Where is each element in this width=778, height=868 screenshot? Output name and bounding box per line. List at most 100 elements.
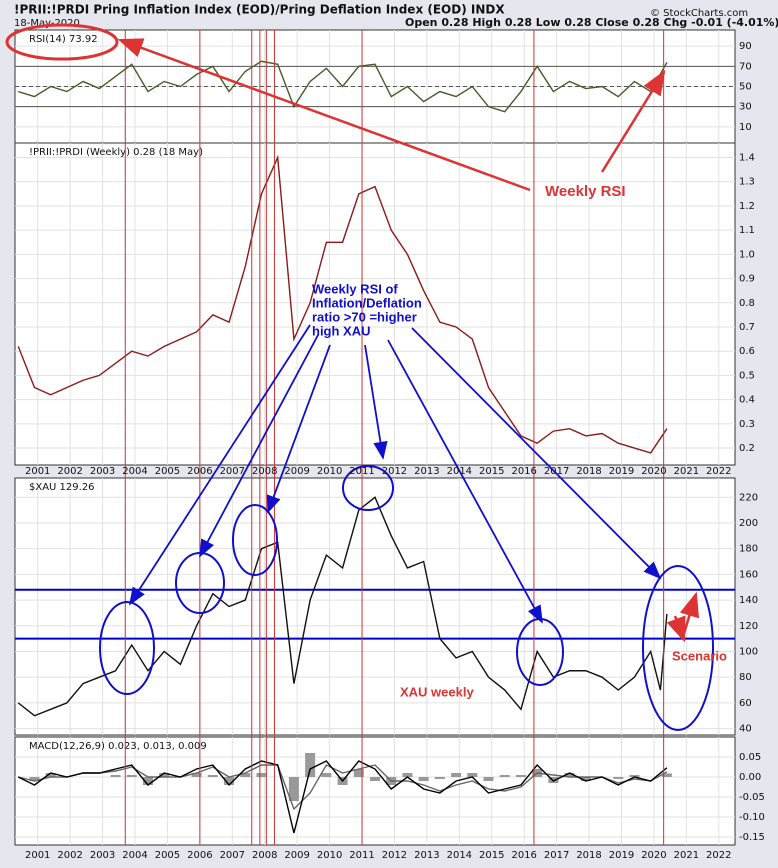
y-tick-label: 90 [739,41,752,52]
x-tick-label: 2012 [382,850,407,861]
histogram-bar [629,775,640,777]
annotation: ratio >70 =higher [312,309,417,324]
histogram-bar [370,777,380,781]
histogram-bar [191,773,202,777]
x-tick-label: 2012 [382,466,407,477]
panel-label: !PRII:!PRDI (Weekly) 0.28 (18 May) [29,147,203,158]
y-tick-label: 0.6 [739,346,755,357]
x-tick-label: 2010 [317,850,342,861]
series-line [18,60,668,113]
x-tick-label: 2008 [252,466,277,477]
y-tick-label: 0.5 [739,370,755,381]
y-tick-label: 80 [739,672,752,683]
histogram-bar [207,775,218,777]
histogram-bar [288,777,299,801]
y-tick-label: 0.3 [739,419,755,430]
histogram-bar [159,773,170,777]
x-tick-label: 2011 [349,466,374,477]
x-tick-label: 2002 [57,466,82,477]
y-tick-label: 1.0 [739,249,755,260]
x-tick-label: 2006 [187,850,212,861]
x-tick-label: 2022 [706,850,731,861]
histogram-bar [305,753,316,777]
header-quote: Open 0.28 High 0.28 Low 0.28 Close 0.28 … [405,16,778,29]
y-tick-label: 100 [739,646,758,657]
x-tick-label: 2015 [479,466,504,477]
x-tick-label: 2005 [155,466,180,477]
x-tick-label: 2007 [220,850,245,861]
y-tick-label: 200 [739,518,758,529]
annotation: XAU weekly [400,684,474,699]
annotation: Weekly RSI of [312,281,398,296]
panel-label: RSI(14) 73.92 [29,34,98,45]
y-tick-label: 120 [739,621,758,632]
x-tick-label: 2009 [284,466,309,477]
histogram-bar [451,773,462,777]
y-tick-label: 0.7 [739,322,755,333]
y-tick-label: 180 [739,544,758,555]
y-tick-label: 160 [739,569,758,580]
y-tick-label: -0.10 [739,812,765,823]
annotations: Weekly RSI Weekly RSI of Inflation/Defla… [5,23,727,731]
annotation: Weekly RSI [545,183,626,200]
arrow [387,339,543,624]
histogram-bar [110,775,121,777]
x-tick-label: 2011 [349,850,374,861]
y-tick-label: 1.3 [739,177,755,188]
arrow [411,327,662,580]
header-title: !PRII:!PRDI Pring Inflation Index (EOD)/… [14,3,505,17]
x-tick-label: 2018 [576,466,601,477]
y-tick-label: 1.1 [739,225,755,236]
arrow [266,344,331,514]
y-tick-label: 0.00 [739,772,761,783]
x-tick-label: 2008 [252,850,277,861]
copyright: © StockCharts.com [650,8,748,19]
histogram-bar [613,777,624,779]
x-tick-label: 2009 [284,850,309,861]
x-tick-label: 2013 [414,466,439,477]
y-tick-label: 0.8 [739,298,755,309]
panels: 10 30 50 70 90 RSI(14) 73.92 0.2 0.3 0.4 0.5 0.6 0.… [14,29,765,846]
y-tick-label: 60 [739,698,752,709]
histogram-bar [661,773,672,777]
y-tick-label: 220 [739,492,758,503]
x-tick-label: 2022 [706,466,731,477]
highlight-oval [516,618,564,686]
arrow [364,344,388,460]
y-tick-label: -0.05 [739,792,765,803]
x-tick-label: 2010 [317,466,342,477]
arrow [129,324,311,606]
y-tick-label: 0.05 [739,752,761,763]
histogram-bar [467,773,478,777]
x-tick-label: 2018 [576,850,601,861]
highlight-oval [99,601,155,695]
histogram-bar [353,769,364,777]
x-tick-label: 2017 [544,466,569,477]
x-tick-label: 2007 [220,466,245,477]
y-tick-label: 1.4 [739,153,755,164]
annotation: Inflation/Deflation [312,295,422,310]
arrow [117,38,531,192]
histogram-bar [126,775,137,777]
arrow [666,615,686,643]
x-tick-label: 2014 [447,466,472,477]
x-tick-label: 2004 [122,850,147,861]
y-tick-label: 1.2 [739,201,755,212]
highlight-oval [642,565,714,731]
x-tick-label: 2005 [155,850,180,861]
series-line [17,496,668,717]
header-date: 18-May-2020 [14,18,80,29]
x-tick-label: 2019 [609,850,634,861]
x-tick-label: 2001 [25,850,50,861]
x-tick-label: 2020 [641,850,666,861]
panel-label: $XAU 129.26 [29,482,95,493]
y-tick-label: 0.2 [739,443,755,454]
y-tick-label: 50 [739,82,752,93]
plot-area [14,477,736,736]
highlight-oval [342,465,394,511]
histogram-bar [483,777,494,781]
histogram-bar [564,773,575,777]
x-tick-label: 2013 [414,850,439,861]
y-tick-label: -0.15 [739,832,765,843]
x-tick-label: 2006 [187,466,212,477]
